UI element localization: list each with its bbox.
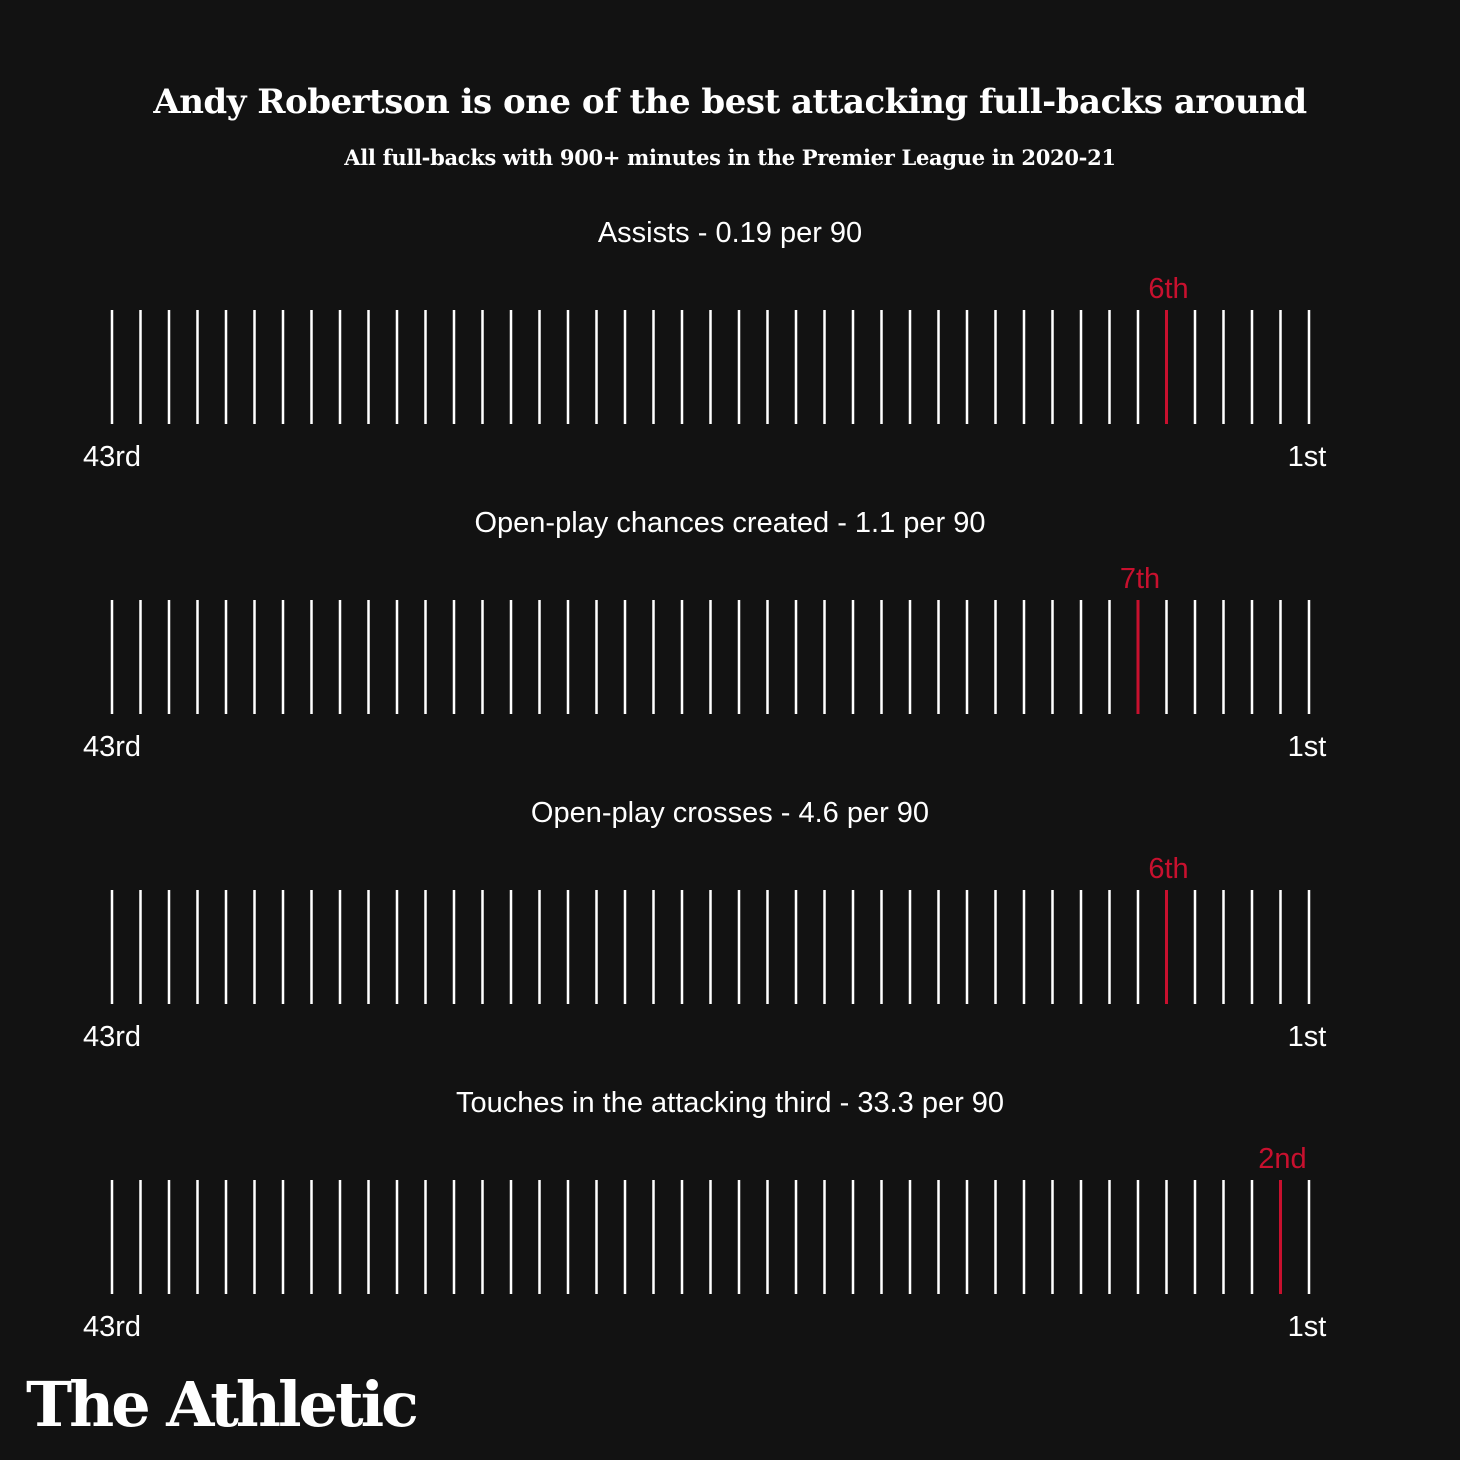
- robertson-rank-label: 7th: [1120, 563, 1160, 595]
- metric-title: Open-play crosses - 4.6 per 90: [531, 797, 929, 829]
- axis-label-last: 43rd: [83, 441, 141, 473]
- axis-label-first: 1st: [1288, 731, 1327, 763]
- robertson-rank-label: 2nd: [1258, 1143, 1306, 1175]
- axis-label-first: 1st: [1288, 1021, 1327, 1053]
- chart-subtitle: All full-backs with 900+ minutes in the …: [344, 145, 1116, 170]
- axis-label-first: 1st: [1288, 1311, 1327, 1343]
- robertson-rank-label: 6th: [1148, 853, 1188, 885]
- chart-title: Andy Robertson is one of the best attack…: [153, 82, 1307, 122]
- axis-label-last: 43rd: [83, 1311, 141, 1343]
- metric-title: Touches in the attacking third - 33.3 pe…: [456, 1087, 1004, 1119]
- metric-title: Assists - 0.19 per 90: [598, 217, 862, 249]
- metric-panel: Assists - 0.19 per 90 6th 43rd 1st: [83, 217, 1326, 473]
- axis-label-last: 43rd: [83, 1021, 141, 1053]
- metric-panel: Touches in the attacking third - 33.3 pe…: [83, 1087, 1326, 1343]
- metric-title: Open-play chances created - 1.1 per 90: [474, 507, 985, 539]
- axis-label-last: 43rd: [83, 731, 141, 763]
- metric-panel: Open-play chances created - 1.1 per 90 7t…: [83, 507, 1326, 763]
- robertson-rank-label: 6th: [1148, 273, 1188, 305]
- the-athletic-logo: The Athletic: [26, 1368, 419, 1441]
- metric-panel: Open-play crosses - 4.6 per 90 6th 43rd 1st: [83, 797, 1326, 1053]
- axis-label-first: 1st: [1288, 441, 1327, 473]
